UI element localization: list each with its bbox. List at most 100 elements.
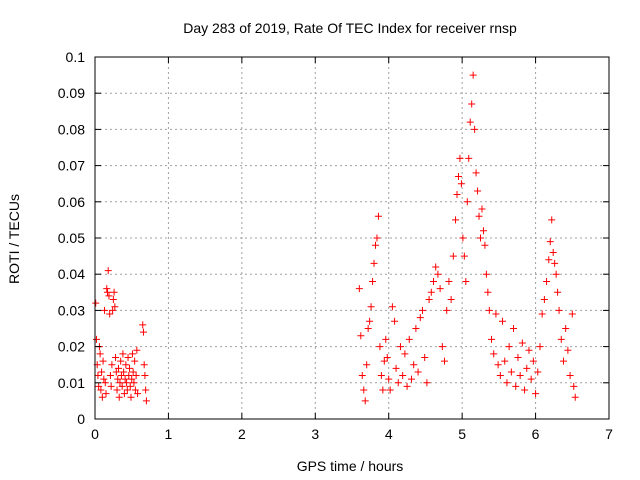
data-point — [403, 382, 411, 390]
data-point — [377, 372, 385, 380]
data-point — [112, 353, 120, 361]
data-point — [364, 325, 372, 332]
data-point — [414, 368, 422, 376]
x-tick-label: 6 — [532, 426, 540, 442]
data-point — [478, 205, 486, 213]
data-point — [430, 277, 438, 285]
data-point — [106, 372, 114, 380]
data-point — [559, 357, 567, 365]
data-point — [468, 100, 476, 108]
data-point — [484, 288, 492, 296]
data-point — [99, 357, 107, 365]
data-point — [477, 234, 484, 242]
data-point — [427, 288, 435, 296]
data-point — [510, 325, 518, 332]
data-point — [92, 299, 100, 307]
data-point — [114, 375, 122, 383]
data-point — [105, 292, 113, 300]
data-point — [131, 357, 139, 365]
data-point — [117, 357, 125, 365]
data-point — [110, 288, 118, 296]
data-point — [111, 303, 119, 311]
data-point — [545, 256, 553, 264]
x-tick-label: 5 — [458, 426, 466, 442]
data-point — [100, 375, 108, 383]
data-point — [360, 386, 368, 394]
data-point — [471, 125, 479, 133]
data-point — [128, 350, 136, 358]
data-point — [106, 310, 114, 318]
data-point — [496, 372, 504, 380]
data-point — [124, 353, 132, 361]
data-point — [405, 335, 413, 343]
y-tick-label: 0.01 — [58, 375, 85, 391]
data-point — [366, 317, 374, 325]
data-point — [109, 306, 117, 314]
data-point — [114, 364, 122, 372]
data-point — [118, 382, 126, 390]
data-point — [370, 259, 378, 267]
data-point — [436, 285, 444, 293]
y-tick-label: 0.1 — [66, 49, 86, 65]
data-point — [552, 270, 560, 278]
data-point — [399, 372, 407, 380]
data-point — [407, 375, 415, 383]
data-point — [140, 361, 148, 369]
data-point — [367, 303, 375, 311]
data-point — [538, 310, 546, 318]
data-point — [107, 382, 115, 390]
data-point — [102, 390, 110, 398]
data-point — [133, 346, 141, 354]
data-point — [117, 372, 125, 380]
data-point — [425, 296, 433, 304]
data-point — [123, 379, 131, 387]
data-point — [361, 397, 369, 405]
data-point — [525, 346, 533, 354]
data-point — [549, 248, 557, 256]
data-point — [532, 390, 540, 398]
data-point — [454, 172, 462, 180]
data-point — [121, 375, 129, 383]
data-point — [371, 241, 379, 249]
data-point — [460, 252, 468, 260]
x-tick-label: 1 — [165, 426, 173, 442]
data-point — [507, 368, 515, 376]
data-point — [432, 263, 440, 271]
data-point — [126, 382, 134, 390]
data-point — [555, 306, 563, 314]
data-point — [412, 325, 420, 332]
y-tick-label: 0.09 — [58, 85, 85, 101]
data-point — [103, 288, 111, 296]
data-point — [119, 350, 127, 358]
data-point — [472, 169, 480, 177]
data-point — [554, 288, 562, 296]
data-point — [490, 350, 498, 358]
data-point — [113, 386, 121, 394]
y-tick-label: 0.04 — [58, 266, 85, 282]
data-point — [536, 343, 544, 351]
data-point — [101, 379, 109, 387]
data-point — [475, 212, 483, 220]
grid-lines — [95, 57, 609, 419]
data-point — [474, 187, 482, 195]
data-point — [459, 234, 467, 242]
data-point — [131, 386, 139, 394]
data-point — [386, 386, 394, 394]
y-tick-label: 0.08 — [58, 121, 85, 137]
data-point — [380, 357, 388, 365]
data-point — [385, 375, 393, 383]
data-point — [441, 357, 449, 365]
data-point — [562, 325, 570, 332]
data-point — [120, 390, 128, 398]
data-point — [141, 372, 149, 380]
data-point — [494, 361, 502, 369]
chart-title: Day 283 of 2019, Rate Of TEC Index for r… — [183, 20, 517, 36]
data-point — [434, 270, 442, 278]
data-point — [492, 310, 500, 318]
data-point — [357, 332, 365, 340]
data-point — [401, 350, 409, 358]
data-point — [505, 343, 513, 351]
x-tick-label: 0 — [91, 426, 99, 442]
data-point — [452, 216, 460, 224]
